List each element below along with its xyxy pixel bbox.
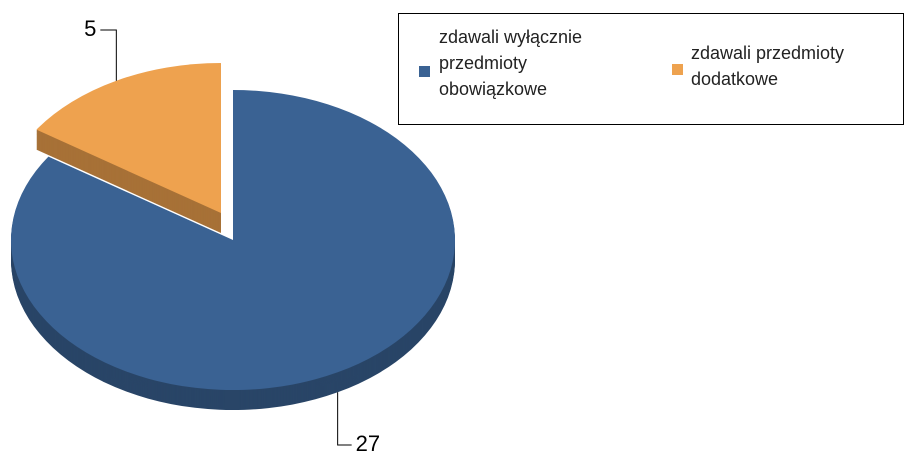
legend-swatch [672,64,683,75]
data-label: 5 [84,16,96,41]
leader-line [337,392,352,446]
legend: zdawali wyłącznie przedmioty obowiązkowe… [398,13,904,125]
slice [36,63,221,214]
data-label: 27 [356,431,380,455]
leader-line [100,29,117,81]
legend-label: zdawali wyłącznie przedmioty obowiązkowe [439,27,583,99]
slice [10,90,456,390]
legend-swatch [419,66,430,77]
legend-label: zdawali przedmioty dodatkowe [691,43,845,89]
